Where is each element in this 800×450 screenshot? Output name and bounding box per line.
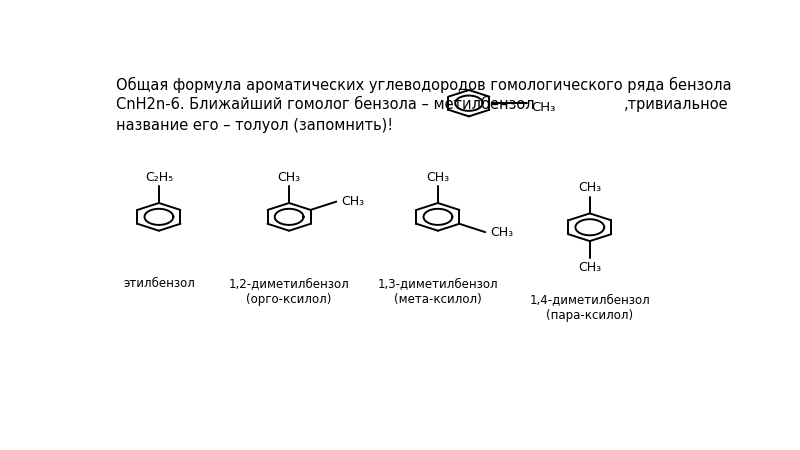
Text: CH₃: CH₃: [342, 195, 365, 208]
Text: CH₃: CH₃: [278, 171, 301, 184]
Text: CnH2n-6. Ближайший гомолог бензола – метилбензол: CnH2n-6. Ближайший гомолог бензола – мет…: [115, 97, 534, 112]
Text: ,тривиальное: ,тривиальное: [624, 97, 729, 112]
Text: CH₃: CH₃: [531, 101, 556, 114]
Text: CH₃: CH₃: [426, 171, 450, 184]
Text: C₂H₅: C₂H₅: [145, 171, 173, 184]
Text: 1,4-диметилбензол
(пара-ксилол): 1,4-диметилбензол (пара-ксилол): [530, 293, 650, 322]
Text: CH₃: CH₃: [578, 181, 602, 194]
Text: название его – толуол (запомнить)!: название его – толуол (запомнить)!: [115, 118, 393, 133]
Text: CH₃: CH₃: [578, 261, 602, 274]
Text: CH₃: CH₃: [490, 225, 514, 238]
Text: этилбензол: этилбензол: [123, 278, 195, 291]
Text: 1,3-диметилбензол
(мета-ксилол): 1,3-диметилбензол (мета-ксилол): [378, 278, 498, 306]
Text: Общая формула ароматических углеводородов гомологического ряда бензола: Общая формула ароматических углеводородо…: [115, 76, 731, 93]
Text: 1,2-диметилбензол
(орго-ксилол): 1,2-диметилбензол (орго-ксилол): [229, 278, 350, 306]
